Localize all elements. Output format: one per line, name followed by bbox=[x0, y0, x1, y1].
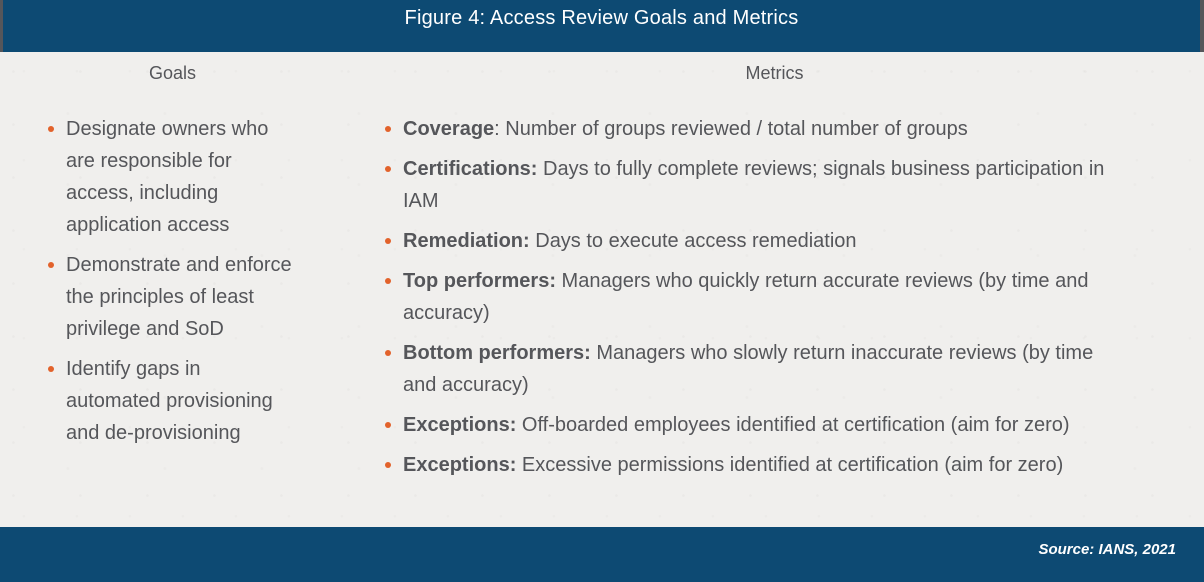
list-item: Coverage: Number of groups reviewed / to… bbox=[385, 113, 1129, 145]
goal-text: Demonstrate and enforce the principles o… bbox=[66, 254, 292, 340]
list-item: Exceptions: Excessive permissions identi… bbox=[385, 449, 1129, 481]
metric-text: Days to fully complete reviews; signals … bbox=[403, 158, 1105, 212]
list-item: Identify gaps in automated provisioning … bbox=[48, 353, 295, 449]
figure-title: Figure 4: Access Review Goals and Metric… bbox=[404, 7, 799, 29]
goals-list: Designate owners who are responsible for… bbox=[48, 113, 295, 449]
list-item: Certifications: Days to fully complete r… bbox=[385, 153, 1129, 217]
metric-text: Excessive permissions identified at cert… bbox=[516, 454, 1064, 476]
metrics-column-heading: Metrics bbox=[745, 63, 804, 83]
bullet-icon bbox=[385, 462, 391, 468]
goal-text: Designate owners who are responsible for… bbox=[66, 118, 269, 236]
metric-label: Top performers: bbox=[403, 270, 556, 292]
list-item: Designate owners who are responsible for… bbox=[48, 113, 295, 241]
bullet-icon bbox=[48, 366, 54, 372]
bullet-icon bbox=[385, 238, 391, 244]
metric-text: : Number of groups reviewed / total numb… bbox=[494, 118, 968, 140]
goal-text: Identify gaps in automated provisioning … bbox=[66, 358, 273, 444]
figure-title-bar: Figure 4: Access Review Goals and Metric… bbox=[0, 0, 1204, 52]
source-attribution: Source: IANS, 2021 bbox=[1038, 541, 1176, 558]
metrics-list: Coverage: Number of groups reviewed / to… bbox=[385, 113, 1129, 481]
figure-body: Goals Designate owners who are responsib… bbox=[0, 52, 1204, 527]
metric-text: Off-boarded employees identified at cert… bbox=[516, 414, 1070, 436]
metric-label: Certifications: bbox=[403, 158, 538, 180]
figure-footer-bar: Source: IANS, 2021 bbox=[0, 527, 1204, 582]
metric-label: Exceptions: bbox=[403, 414, 517, 436]
metric-text: Managers who slowly return inaccurate re… bbox=[403, 342, 1094, 396]
bullet-icon bbox=[385, 422, 391, 428]
metric-text: Days to execute access remediation bbox=[529, 230, 857, 252]
bullet-icon bbox=[385, 350, 391, 356]
list-item: Demonstrate and enforce the principles o… bbox=[48, 249, 295, 345]
bullet-icon bbox=[385, 126, 391, 132]
bullet-icon bbox=[385, 166, 391, 172]
list-item: Remediation: Days to execute access reme… bbox=[385, 225, 1129, 257]
metrics-column: Metrics Coverage: Number of groups revie… bbox=[345, 62, 1204, 527]
metric-label: Bottom performers: bbox=[403, 342, 591, 364]
goals-column-heading: Goals bbox=[148, 63, 197, 83]
list-item: Exceptions: Off-boarded employees identi… bbox=[385, 409, 1129, 441]
list-item: Bottom performers: Managers who slowly r… bbox=[385, 337, 1129, 401]
list-item: Top performers: Managers who quickly ret… bbox=[385, 265, 1129, 329]
bullet-icon bbox=[48, 262, 54, 268]
bullet-icon bbox=[385, 278, 391, 284]
bullet-icon bbox=[48, 126, 54, 132]
metric-label: Exceptions: bbox=[403, 454, 517, 476]
metric-label: Coverage bbox=[403, 118, 495, 140]
metric-label: Remediation: bbox=[403, 230, 530, 252]
goals-column: Goals Designate owners who are responsib… bbox=[0, 62, 345, 527]
metric-text: Managers who quickly return accurate rev… bbox=[403, 270, 1089, 324]
